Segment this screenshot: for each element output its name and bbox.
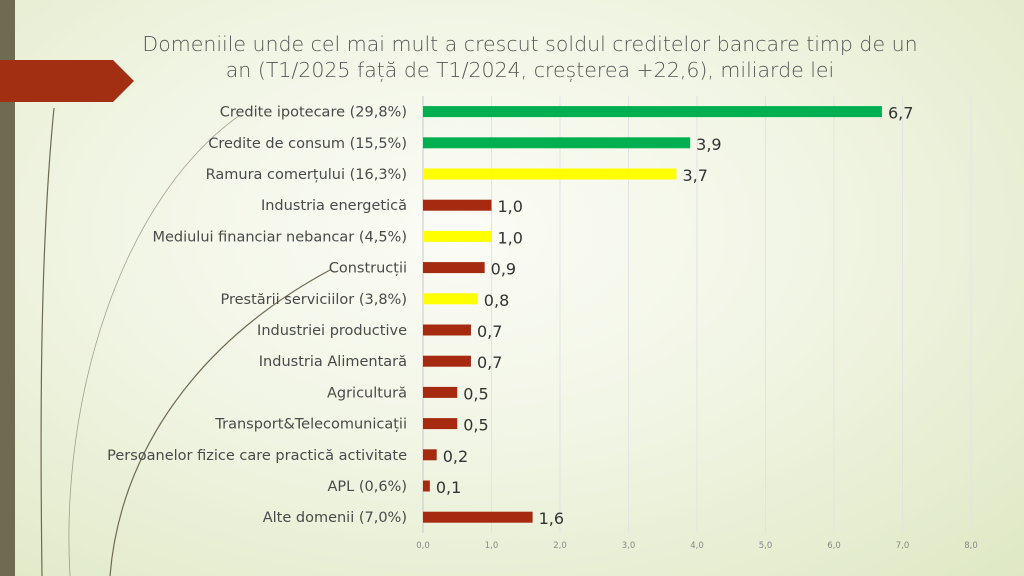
category-label: Prestării serviciilor (3,8%) bbox=[220, 292, 407, 308]
category-label: Ramura comerțului (16,3%) bbox=[206, 167, 407, 183]
data-label: 3,9 bbox=[696, 135, 721, 154]
x-tick-label: 0,0 bbox=[416, 541, 430, 551]
data-label: 0,7 bbox=[477, 322, 502, 341]
category-label: Agricultură bbox=[327, 385, 407, 401]
x-tick-label: 6,0 bbox=[827, 541, 841, 551]
bar bbox=[423, 355, 471, 367]
data-label: 1,0 bbox=[498, 228, 523, 247]
data-label: 0,2 bbox=[443, 447, 468, 466]
decorative-side-bar bbox=[0, 0, 15, 576]
bar bbox=[423, 293, 478, 305]
category-label: Credite ipotecare (29,8%) bbox=[220, 105, 407, 121]
data-label: 0,9 bbox=[491, 260, 516, 279]
data-label: 1,0 bbox=[498, 197, 523, 216]
bar bbox=[423, 137, 691, 149]
data-label: 0,8 bbox=[484, 291, 509, 310]
bar bbox=[423, 511, 533, 523]
data-label: 0,5 bbox=[463, 416, 488, 435]
data-label: 3,7 bbox=[682, 166, 707, 185]
bar bbox=[423, 106, 882, 118]
bar bbox=[423, 262, 485, 274]
category-label: Persoanelor fizice care practică activit… bbox=[107, 448, 407, 464]
bar bbox=[423, 199, 492, 211]
bar bbox=[423, 324, 471, 336]
bar bbox=[423, 386, 458, 398]
data-label: 0,1 bbox=[436, 478, 461, 497]
category-label: Construcții bbox=[329, 261, 407, 277]
chart-title: Domeniile unde cel mai mult a crescut so… bbox=[142, 32, 918, 82]
x-tick-label: 7,0 bbox=[896, 541, 910, 551]
category-label: Industria Alimentară bbox=[259, 354, 407, 370]
data-label: 6,7 bbox=[888, 104, 913, 123]
data-label: 0,5 bbox=[463, 384, 488, 403]
category-label: Industriei productive bbox=[257, 323, 407, 339]
category-label: Transport&Telecomunicații bbox=[214, 417, 407, 433]
bar bbox=[423, 449, 437, 461]
category-label: Mediului financiar nebancar (4,5%) bbox=[152, 229, 407, 245]
data-label: 1,6 bbox=[539, 509, 564, 528]
x-tick-label: 4,0 bbox=[690, 541, 704, 551]
x-tick-label: 2,0 bbox=[553, 541, 567, 551]
x-tick-label: 1,0 bbox=[485, 541, 499, 551]
x-tick-label: 5,0 bbox=[759, 541, 773, 551]
category-label: Credite de consum (15,5%) bbox=[208, 136, 407, 152]
decorative-arrow bbox=[0, 60, 134, 102]
category-label: APL (0,6%) bbox=[327, 479, 407, 495]
bar bbox=[423, 480, 430, 492]
category-label: Alte domenii (7,0%) bbox=[263, 510, 407, 526]
bar bbox=[423, 418, 458, 430]
bar bbox=[423, 230, 492, 242]
data-label: 0,7 bbox=[477, 353, 502, 372]
bar bbox=[423, 168, 677, 180]
category-label: Industria energetică bbox=[261, 198, 407, 214]
x-tick-label: 8,0 bbox=[964, 541, 978, 551]
x-tick-label: 3,0 bbox=[622, 541, 636, 551]
decorative-curves bbox=[40, 107, 331, 576]
